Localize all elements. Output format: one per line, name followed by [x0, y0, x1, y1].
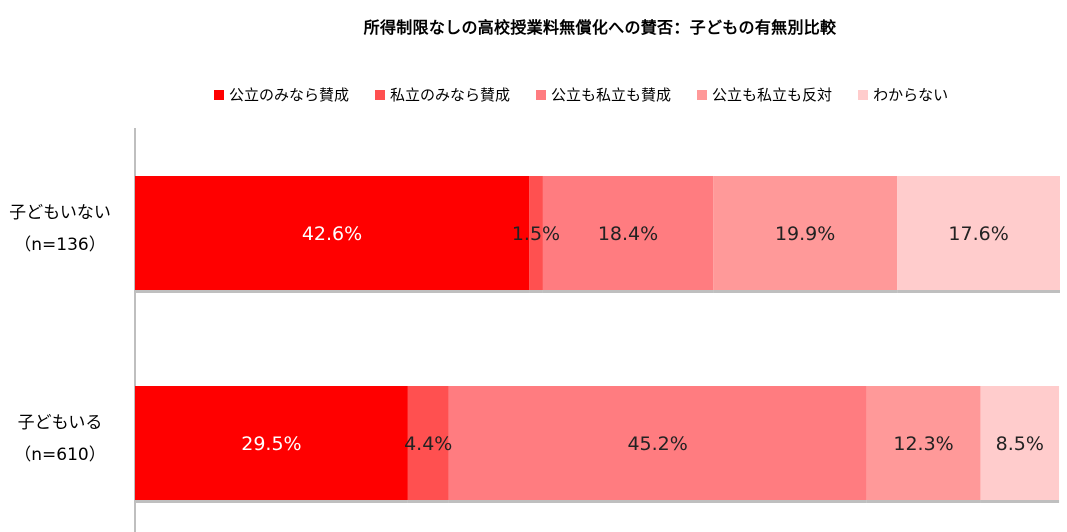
legend-item-both-agree: 公立も私立も賛成 [536, 84, 671, 105]
bar-segment [897, 176, 1060, 290]
legend-swatch [375, 89, 386, 100]
chart-title: 所得制限なしの高校授業料無償化への賛否：子どもの有無別比較 [363, 18, 837, 37]
legend-label: 私立のみなら賛成 [390, 86, 511, 104]
legend-item-both-oppose: 公立も私立も反対 [697, 84, 832, 105]
bar-shadow [897, 290, 1060, 293]
data-label: 8.5% [996, 433, 1044, 455]
bar-segment [542, 176, 714, 290]
bar-shadow [542, 290, 714, 293]
bar-segment [135, 386, 408, 500]
data-label: 4.4% [404, 433, 452, 455]
legend-item-public-only: 公立のみなら賛成 [214, 84, 349, 105]
category-sample-size: （n=136） [14, 235, 106, 255]
bar-shadow [135, 500, 408, 503]
bar-shadow [866, 500, 981, 503]
legend-swatch [697, 89, 708, 100]
category-sample-size: （n=610） [14, 445, 106, 465]
bar-segment [713, 176, 898, 290]
legend-swatch [214, 89, 224, 100]
bar-segment [135, 176, 530, 290]
bar-shadow [713, 290, 898, 293]
bar-segment [529, 176, 543, 290]
bar-segment [980, 386, 1060, 500]
legend-label: 公立のみなら賛成 [229, 86, 350, 104]
legend-label: わからない [873, 86, 949, 104]
legend-item-private-only: 私立のみなら賛成 [375, 84, 510, 105]
bar-segment [448, 386, 867, 500]
category-label-with-children: 子どもいる （n=610） [0, 407, 120, 471]
chart-legend: 公立のみなら賛成 私立のみなら賛成 公立も私立も賛成 公立も私立も反対 わからな… [214, 84, 974, 105]
data-label: 18.4% [598, 223, 658, 245]
legend-item-dont-know: わからない [858, 84, 948, 105]
bar-shadow [407, 500, 449, 503]
data-label: 42.6% [302, 223, 362, 245]
bar-shadow [135, 290, 530, 293]
legend-label: 公立も私立も賛成 [551, 86, 672, 104]
data-label: 19.9% [775, 223, 835, 245]
category-name: 子どもいる [17, 413, 103, 433]
bar-shadow [448, 500, 867, 503]
data-label: 1.5% [512, 223, 560, 245]
legend-swatch [536, 89, 547, 100]
data-label: 12.3% [893, 433, 953, 455]
data-label: 45.2% [627, 433, 687, 455]
category-label-no-children: 子どもいない （n=136） [0, 197, 120, 261]
bar-segment [866, 386, 981, 500]
data-label: 29.5% [241, 433, 301, 455]
bar-shadow [529, 290, 543, 293]
legend-swatch [858, 89, 869, 100]
bar-shadow [980, 500, 1060, 503]
category-name: 子どもいない [9, 203, 111, 223]
bar-segment [407, 386, 449, 500]
legend-label: 公立も私立も反対 [712, 86, 833, 104]
data-label: 17.6% [948, 223, 1008, 245]
